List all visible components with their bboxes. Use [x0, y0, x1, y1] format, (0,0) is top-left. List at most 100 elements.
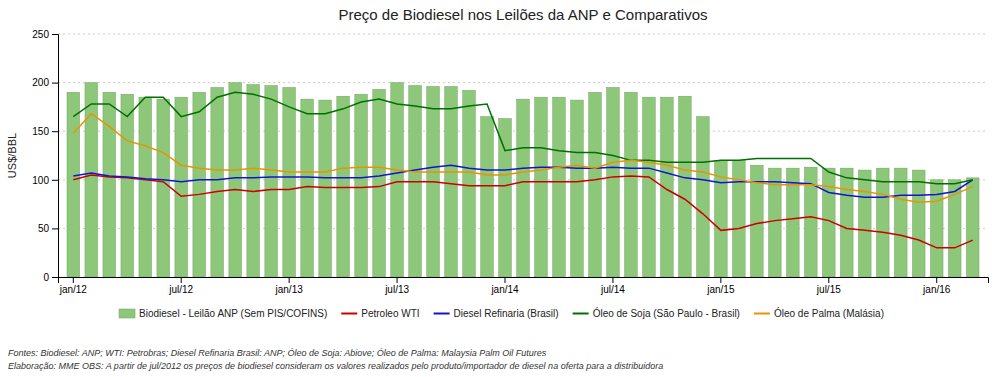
y-axis-line: [52, 35, 59, 278]
grid: [58, 34, 988, 277]
x-tick-mark: [505, 277, 506, 283]
line: [73, 175, 972, 248]
line: [73, 165, 972, 197]
bar: [139, 97, 152, 277]
x-tick-label: jan/14: [490, 284, 519, 295]
bar: [535, 97, 548, 277]
bar: [876, 168, 889, 277]
bar: [319, 100, 332, 277]
x-tick-label: jul/13: [384, 284, 409, 295]
x-axis-line: [59, 278, 989, 284]
legend-label: Petroleo WTI: [361, 308, 419, 319]
legend-item: Petroleo WTI: [341, 308, 419, 319]
y-tick-label: 150: [32, 126, 49, 137]
x-tick-label: jan/12: [59, 284, 88, 295]
bar: [697, 117, 710, 277]
legend-item: Biodiesel - Leilão ANP (Sem PIS/COFINS): [119, 308, 327, 319]
title: Preço de Biodiesel nos Leilões da ANP e …: [338, 6, 707, 23]
bar: [499, 119, 512, 277]
bar: [175, 97, 188, 277]
x-tick-label: jul/14: [600, 284, 625, 295]
y-axis-title: US$/BBL: [6, 133, 18, 178]
y-tick-label: 200: [32, 77, 49, 88]
y-tick-mark: [52, 228, 58, 229]
bar: [103, 92, 116, 277]
x-tick: jul/15: [816, 277, 841, 295]
y-tick-label: 0: [43, 272, 49, 283]
bar: [625, 92, 638, 277]
grid-line: [58, 82, 988, 83]
bar: [643, 97, 656, 277]
x-tick: jan/13: [275, 277, 304, 295]
x-tick-mark: [612, 277, 613, 283]
legend: Biodiesel - Leilão ANP (Sem PIS/COFINS) P…: [119, 307, 884, 319]
chart: Preço de Biodiesel nos Leilões da ANP e …: [0, 0, 1003, 377]
bar: [283, 87, 296, 277]
x-tick-mark: [397, 277, 398, 283]
x-tick-label: jul/15: [816, 284, 841, 295]
x-tick: jul/12: [168, 277, 193, 295]
y-tick-label: 100: [32, 175, 49, 186]
bar: [247, 85, 260, 277]
line: [73, 114, 972, 202]
y-tick: 250: [32, 29, 58, 40]
bar: [463, 90, 476, 277]
bar: [211, 87, 224, 277]
y-tick-mark: [52, 180, 58, 181]
bar: [85, 83, 98, 277]
bar: [355, 94, 368, 277]
legend-swatch: [754, 313, 770, 315]
legend-item: Diesel Refinaria (Brasil): [434, 308, 559, 319]
y-tick: 200: [32, 77, 58, 88]
y-axis: 0 50 100 150 200 250: [32, 29, 58, 283]
line: [73, 92, 972, 183]
y-tick: 0: [43, 272, 58, 283]
legend-swatch: [434, 313, 450, 315]
bar: [966, 178, 979, 277]
y-tick-mark: [52, 83, 58, 84]
bar: [193, 92, 206, 277]
legend-label: Biodiesel - Leilão ANP (Sem PIS/COFINS): [139, 308, 327, 319]
bar: [373, 89, 386, 277]
legend-item: Óleo de Soja (São Paulo - Brasil): [573, 307, 740, 319]
legend-swatch: [341, 313, 357, 315]
x-tick: jan/15: [706, 277, 735, 295]
x-tick: jan/12: [59, 277, 88, 295]
x-tick-mark: [181, 277, 182, 283]
x-tick-label: jan/15: [706, 284, 735, 295]
x-axis: jan/12 jul/12 jan/13 jul/13 jan/14 jul/14 jan/…: [59, 277, 989, 295]
bar: [67, 92, 80, 277]
y-tick: 50: [38, 223, 58, 234]
legend-swatch: [119, 309, 135, 318]
y-tick-label: 50: [38, 223, 50, 234]
x-tick-mark: [73, 277, 74, 283]
bar: [391, 83, 404, 277]
bar: [679, 96, 692, 277]
bar: [553, 97, 566, 277]
y-tick-mark: [52, 277, 58, 278]
bar: [337, 96, 350, 277]
plot: jan/12 jul/12 jan/13 jul/13 jan/14 jul/14 jan/…: [32, 29, 988, 295]
bar: [229, 83, 242, 277]
y-tick-mark: [52, 131, 58, 132]
marks: [67, 83, 979, 277]
bar: [445, 86, 458, 277]
y-tick: 100: [32, 175, 58, 186]
bar: [589, 92, 602, 277]
bar: [265, 86, 278, 277]
x-tick-mark: [720, 277, 721, 283]
x-tick: jan/16: [922, 277, 951, 295]
bar: [157, 99, 170, 277]
x-tick-label: jan/16: [922, 284, 951, 295]
x-tick: jul/14: [600, 277, 625, 295]
bar: [607, 87, 620, 277]
legend-swatch: [573, 313, 589, 315]
legend-label: Diesel Refinaria (Brasil): [454, 308, 559, 319]
y-tick-mark: [52, 34, 58, 35]
bar-series: [67, 83, 979, 277]
legend-item: Óleo de Palma (Malásia): [754, 307, 884, 319]
grid-line: [58, 34, 988, 35]
bar: [733, 160, 746, 277]
legend-label: Óleo de Palma (Malásia): [774, 307, 884, 319]
footnote: Elaboração: MME OBS: A partir de jul/201…: [8, 361, 663, 371]
